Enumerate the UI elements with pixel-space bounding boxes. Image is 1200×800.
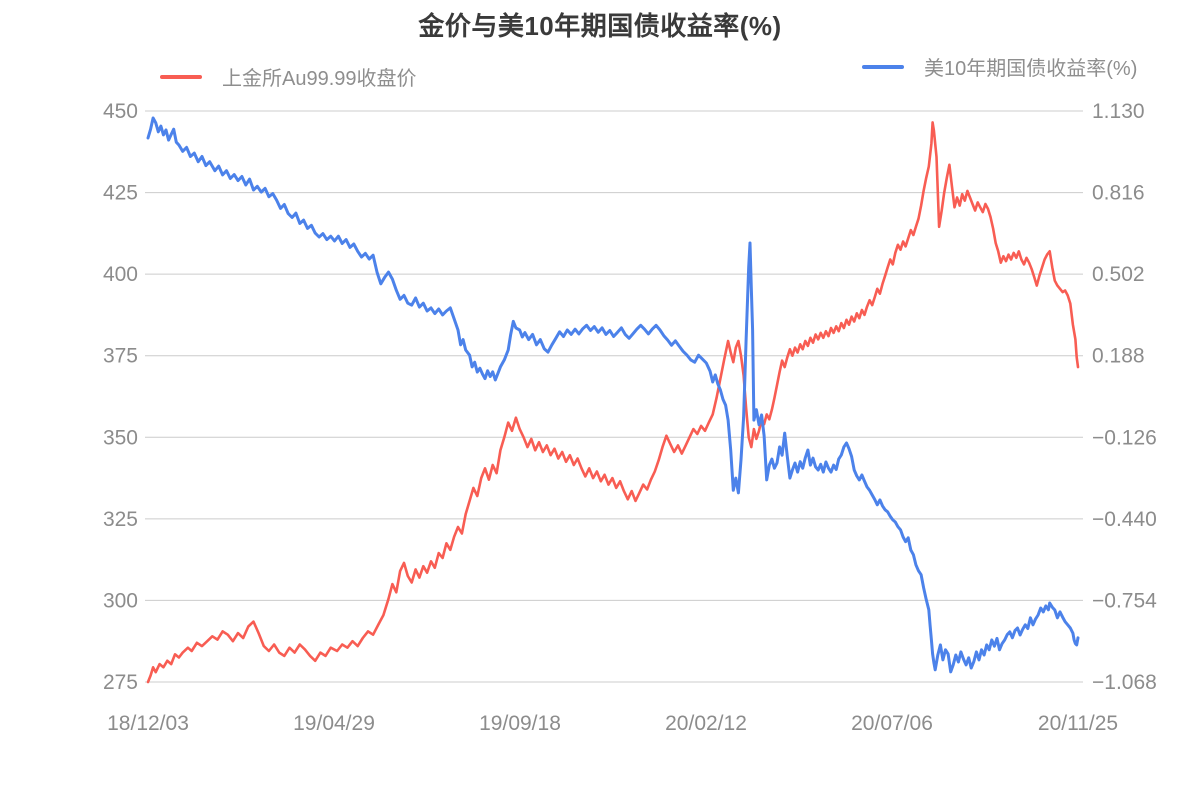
y-axis-right-tick-label: −1.068 (1092, 671, 1157, 694)
y-axis-right-tick-label: −0.754 (1092, 589, 1157, 612)
legend-item-yield[interactable]: 美10年期国债收益率(%) (862, 52, 1137, 81)
y-axis-right-tick-label: 0.188 (1092, 345, 1145, 368)
legend-item-gold[interactable]: 上金所Au99.99收盘价 (160, 62, 417, 91)
y-axis-right-tick-label: 0.816 (1092, 182, 1145, 205)
x-axis-tick-label: 19/09/18 (479, 712, 561, 735)
x-axis-tick-label: 20/11/25 (1038, 712, 1118, 735)
legend-swatch-yield-icon (862, 64, 904, 69)
y-axis-left-tick-label: 300 (103, 589, 138, 612)
y-axis-right-tick-label: 1.130 (1092, 100, 1145, 123)
y-axis-left-tick-label: 425 (103, 182, 138, 205)
x-axis-tick-label: 19/04/29 (293, 712, 375, 735)
series-line-yield[interactable] (146, 116, 1080, 674)
legend-swatch-gold-icon (160, 74, 202, 79)
y-axis-left-tick-label: 375 (103, 345, 138, 368)
legend-label-yield: 美10年期国债收益率(%) (924, 58, 1138, 80)
y-axis-right-tick-label: −0.126 (1092, 426, 1157, 449)
y-axis-left-tick-label: 275 (103, 671, 138, 694)
legend-label-gold: 上金所Au99.99收盘价 (222, 68, 417, 90)
x-axis-tick-label: 18/12/03 (107, 712, 189, 735)
y-axis-left-tick-label: 325 (103, 508, 138, 531)
y-axis-left-tick-label: 400 (103, 263, 138, 286)
series-line-gold[interactable] (146, 121, 1080, 684)
y-axis-left-tick-label: 450 (103, 100, 138, 123)
x-axis-tick-label: 20/02/12 (665, 712, 747, 735)
y-axis-right-tick-label: −0.440 (1092, 508, 1157, 531)
y-axis-left-tick-label: 350 (103, 426, 138, 449)
chart-title: 金价与美10年期国债收益率(%) (418, 11, 782, 41)
y-axis-right-tick-label: 0.502 (1092, 263, 1145, 286)
x-axis-tick-label: 20/07/06 (851, 712, 933, 735)
